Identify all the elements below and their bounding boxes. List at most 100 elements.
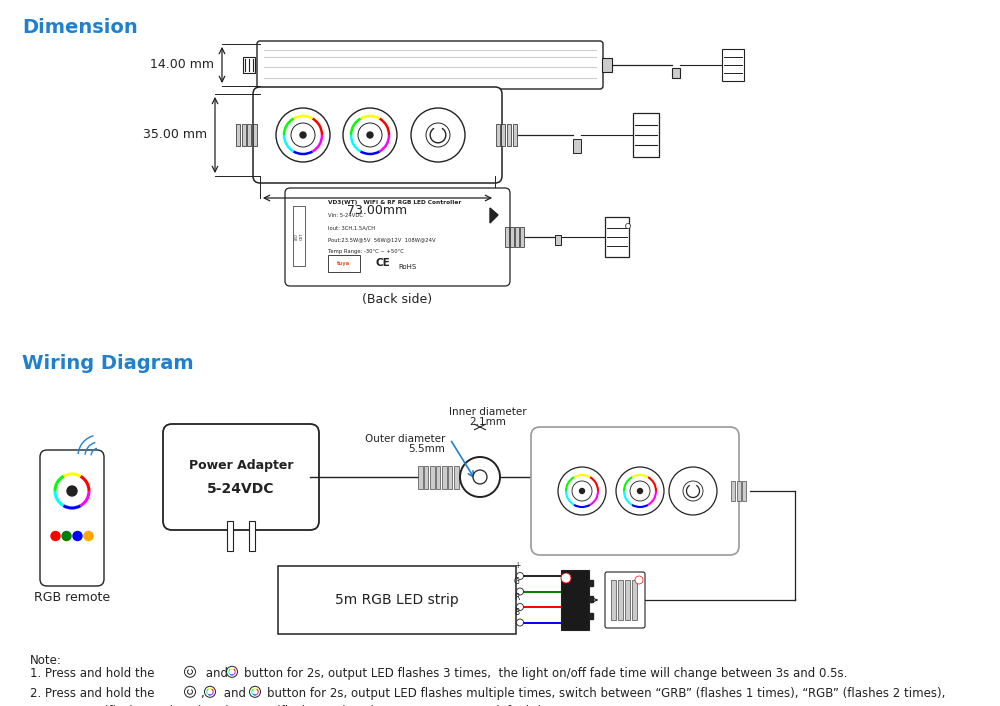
Bar — [589, 580, 593, 586]
Text: button for 2s, output LED flashes 3 times,  the light on/off fade time will chan: button for 2s, output LED flashes 3 time… — [244, 667, 847, 680]
Text: Temp Range: -30°C ~ +50°C: Temp Range: -30°C ~ +50°C — [328, 249, 404, 254]
Circle shape — [460, 457, 500, 497]
Circle shape — [343, 108, 397, 162]
FancyBboxPatch shape — [285, 188, 510, 286]
Circle shape — [635, 576, 643, 584]
Bar — [731, 481, 735, 501]
Bar — [555, 235, 561, 245]
Circle shape — [561, 573, 571, 583]
Text: 73.00mm: 73.00mm — [347, 204, 408, 217]
Bar — [501, 124, 505, 146]
Bar — [672, 68, 680, 78]
Circle shape — [616, 467, 664, 515]
Bar — [573, 139, 581, 153]
Text: 5m RGB LED strip: 5m RGB LED strip — [335, 593, 459, 607]
Circle shape — [630, 481, 650, 501]
Circle shape — [184, 666, 196, 677]
FancyBboxPatch shape — [531, 427, 739, 555]
Text: 1. Press and hold the: 1. Press and hold the — [30, 667, 154, 680]
Bar — [278, 566, 516, 634]
Bar — [243, 57, 255, 73]
Circle shape — [558, 467, 606, 515]
Bar — [520, 227, 524, 247]
Text: 5-24VDC: 5-24VDC — [207, 482, 275, 496]
Text: Wiring Diagram: Wiring Diagram — [22, 354, 194, 373]
Circle shape — [84, 532, 93, 541]
Text: VD3(WT)   WIFI & RF RGB LED Controller: VD3(WT) WIFI & RF RGB LED Controller — [328, 200, 461, 205]
Circle shape — [638, 489, 642, 493]
Circle shape — [516, 604, 524, 611]
Text: Iout: 3CH,1.5A/CH: Iout: 3CH,1.5A/CH — [328, 225, 375, 230]
FancyBboxPatch shape — [253, 87, 502, 183]
Circle shape — [626, 224, 630, 229]
Bar — [561, 570, 589, 630]
Bar — [515, 227, 519, 247]
Bar — [448, 465, 452, 489]
Text: and: and — [202, 667, 232, 680]
Text: LED
OUT: LED OUT — [295, 232, 303, 240]
Bar — [226, 521, 233, 551]
Bar — [602, 58, 612, 72]
Text: B: B — [514, 608, 520, 617]
Text: 2.1mm: 2.1mm — [470, 417, 506, 427]
Bar — [293, 206, 305, 266]
Circle shape — [580, 489, 584, 493]
Circle shape — [226, 666, 238, 677]
Text: Note:: Note: — [30, 654, 62, 667]
Circle shape — [516, 619, 524, 626]
Bar — [632, 580, 637, 620]
FancyBboxPatch shape — [605, 572, 645, 628]
Circle shape — [51, 532, 60, 541]
Bar — [589, 613, 593, 619]
Text: 5.5mm: 5.5mm — [408, 444, 445, 454]
Circle shape — [572, 481, 592, 501]
Text: Inner diameter: Inner diameter — [449, 407, 527, 417]
Text: RoHS: RoHS — [398, 264, 416, 270]
Bar — [605, 217, 629, 257]
Circle shape — [367, 132, 373, 138]
Circle shape — [683, 481, 703, 501]
Circle shape — [205, 686, 216, 698]
Text: Pout:23.5W@5V  56W@12V  108W@24V: Pout:23.5W@5V 56W@12V 108W@24V — [328, 237, 436, 242]
Circle shape — [516, 588, 524, 595]
Bar — [418, 465, 422, 489]
Text: “BRG” (flashes 3 times) and “BGR”  (flashes 4 times) output sequences, default i: “BRG” (flashes 3 times) and “BGR” (flash… — [48, 705, 580, 706]
Bar — [424, 465, 428, 489]
Bar — [625, 580, 630, 620]
Circle shape — [669, 467, 717, 515]
Text: RGB remote: RGB remote — [34, 591, 110, 604]
Bar — [505, 227, 509, 247]
Circle shape — [67, 486, 77, 496]
Text: CE: CE — [375, 258, 390, 268]
Circle shape — [300, 132, 306, 138]
Bar — [736, 481, 740, 501]
Bar — [236, 124, 240, 146]
Bar — [722, 49, 744, 81]
Text: and: and — [220, 687, 250, 700]
Text: 14.00 mm: 14.00 mm — [150, 59, 214, 71]
Bar — [454, 465, 458, 489]
Bar — [507, 124, 511, 146]
Bar — [589, 596, 593, 602]
Circle shape — [411, 108, 465, 162]
Circle shape — [184, 686, 196, 698]
FancyBboxPatch shape — [163, 424, 319, 530]
Circle shape — [473, 470, 487, 484]
Bar — [242, 124, 246, 146]
Circle shape — [426, 123, 450, 147]
Circle shape — [516, 573, 524, 580]
Text: Outer diameter: Outer diameter — [365, 434, 445, 444]
Text: +: + — [514, 561, 520, 570]
Bar — [248, 521, 255, 551]
Bar — [510, 227, 514, 247]
FancyBboxPatch shape — [40, 450, 104, 586]
Circle shape — [62, 532, 71, 541]
Circle shape — [276, 108, 330, 162]
Bar — [442, 465, 446, 489]
Bar — [328, 255, 360, 272]
Bar — [247, 124, 251, 146]
Circle shape — [291, 123, 315, 147]
Text: ,: , — [200, 687, 204, 700]
Bar — [742, 481, 746, 501]
Text: 35.00 mm: 35.00 mm — [143, 128, 207, 141]
